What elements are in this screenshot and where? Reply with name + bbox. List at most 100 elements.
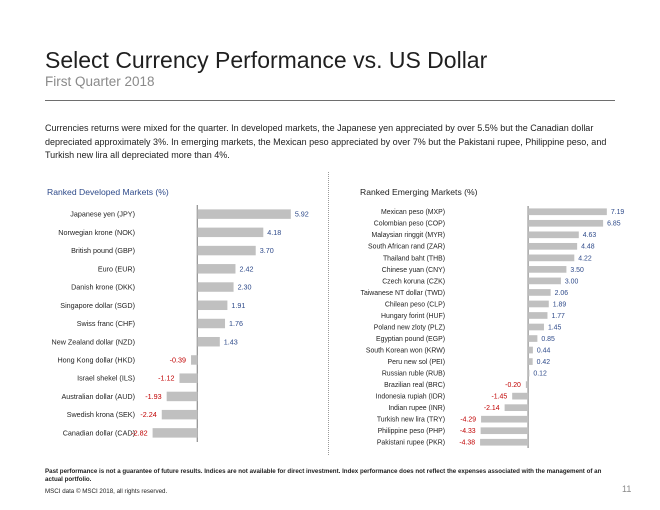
category-label: Danish krone (DKK) [71, 283, 135, 292]
category-label: British pound (GBP) [71, 246, 135, 255]
bar [528, 208, 607, 216]
category-label: Hong Kong dollar (HKD) [57, 355, 135, 364]
data-label: 3.50 [570, 267, 584, 274]
bar [528, 219, 604, 227]
category-label: Colombian peso (COP) [374, 221, 445, 228]
category-label: Thailand baht (THB) [383, 255, 445, 262]
page-subtitle: First Quarter 2018 [45, 74, 155, 89]
category-label: Philippine peso (PHP) [378, 428, 445, 435]
bar [480, 438, 529, 446]
category-label: South Korean won (KRW) [366, 347, 445, 354]
bar [197, 245, 256, 256]
bar [528, 242, 578, 250]
data-label: 1.45 [548, 324, 562, 331]
category-label: Mexican peso (MXP) [381, 209, 445, 216]
intro-paragraph: Currencies returns were mixed for the qu… [45, 123, 607, 160]
category-label: Egyptian pound (EGP) [376, 336, 445, 343]
data-label: 4.48 [581, 244, 595, 251]
data-label: -2.14 [484, 405, 500, 412]
source-note: MSCI data © MSCI 2018, all rights reserv… [45, 488, 168, 495]
page-number: 11 [622, 484, 632, 494]
data-label: -2.24 [140, 410, 156, 419]
category-label: Pakistani rupee (PKR) [377, 440, 445, 447]
category-label: Indonesia rupiah (IDR) [376, 394, 445, 401]
bar [528, 369, 530, 377]
category-label: Russian ruble (RUB) [382, 371, 445, 378]
bar [197, 300, 228, 311]
bar [504, 404, 529, 412]
data-label: 6.85 [607, 221, 621, 228]
category-label: New Zealand dollar (NZD) [52, 337, 135, 346]
title-rule [45, 100, 615, 101]
developed-chart-title: Ranked Developed Markets (%) [47, 187, 169, 197]
data-label: 2.42 [239, 264, 253, 273]
category-label: Brazilian real (BRC) [384, 382, 445, 389]
data-label: 7.19 [611, 209, 625, 216]
bar [528, 289, 551, 296]
bar [152, 428, 198, 438]
bar [528, 312, 548, 319]
data-label: 0.85 [541, 336, 555, 343]
bar [197, 318, 226, 329]
category-label: Chilean peso (CLP) [385, 301, 445, 308]
category-label: South African rand (ZAR) [368, 244, 445, 251]
data-label: 1.89 [553, 301, 567, 308]
data-label: -1.12 [158, 374, 174, 383]
data-label: 2.06 [555, 290, 569, 297]
bar [528, 346, 533, 354]
data-label: -4.29 [460, 417, 476, 424]
category-label: Singapore dollar (SGD) [60, 301, 135, 310]
bar [528, 254, 575, 262]
data-label: -4.33 [460, 428, 476, 435]
category-label: Poland new zloty (PLZ) [374, 324, 445, 331]
panel-divider [328, 172, 329, 455]
category-label: Peru new sol (PEI) [388, 359, 445, 366]
data-label: 1.76 [229, 319, 243, 328]
data-label: 2.30 [238, 283, 252, 292]
bar [525, 381, 529, 388]
category-label: Canadian dollar (CAD) [63, 428, 135, 437]
data-label: 4.18 [267, 228, 281, 237]
data-label: 0.44 [537, 347, 551, 354]
data-label: 4.22 [578, 255, 592, 262]
category-label: Malaysian ringgit (MYR) [371, 232, 445, 239]
bar [197, 282, 234, 292]
bar [512, 392, 529, 400]
category-label: Swedish krona (SEK) [67, 410, 135, 419]
data-label: -0.20 [505, 382, 521, 389]
bar [161, 409, 198, 420]
category-label: Swiss franc (CHF) [77, 319, 135, 328]
category-label: Indian rupee (INR) [388, 405, 445, 412]
bar [528, 300, 549, 308]
developed-markets-chart: Japanese yen (JPY) 5.92 Norwegian krone (N… [52, 205, 309, 442]
data-label: 1.91 [231, 301, 245, 310]
category-label: Australian dollar (AUD) [62, 392, 136, 401]
data-label: -0.39 [170, 355, 186, 364]
bar [197, 209, 291, 219]
page-title: Select Currency Performance vs. US Dolla… [45, 47, 488, 73]
bar [528, 358, 533, 365]
category-label: Turkish new lira (TRY) [377, 417, 445, 424]
data-label: 3.70 [260, 246, 274, 255]
data-label: -4.38 [459, 440, 475, 447]
bar [528, 277, 561, 285]
bar [528, 323, 544, 331]
category-label: Israel shekel (ILS) [77, 374, 135, 383]
data-label: 0.42 [537, 359, 551, 366]
data-label: 1.77 [551, 313, 565, 320]
data-label: -1.45 [491, 394, 507, 401]
data-label: -2.82 [131, 428, 147, 437]
bar [191, 355, 198, 365]
category-label: Chinese yuan (CNY) [382, 267, 445, 274]
category-label: Czech koruna (CZK) [382, 278, 445, 285]
data-label: 3.00 [565, 278, 579, 285]
bar [197, 227, 264, 238]
disclaimer-footnote: Past performance is not a guarantee of f… [45, 468, 602, 484]
data-label: 1.43 [224, 337, 238, 346]
category-label: Norwegian krone (NOK) [58, 228, 135, 237]
data-label: 5.92 [295, 210, 309, 219]
data-label: 0.12 [533, 371, 547, 378]
bar [197, 264, 236, 274]
category-label: Japanese yen (JPY) [70, 210, 135, 219]
bar [481, 415, 529, 423]
